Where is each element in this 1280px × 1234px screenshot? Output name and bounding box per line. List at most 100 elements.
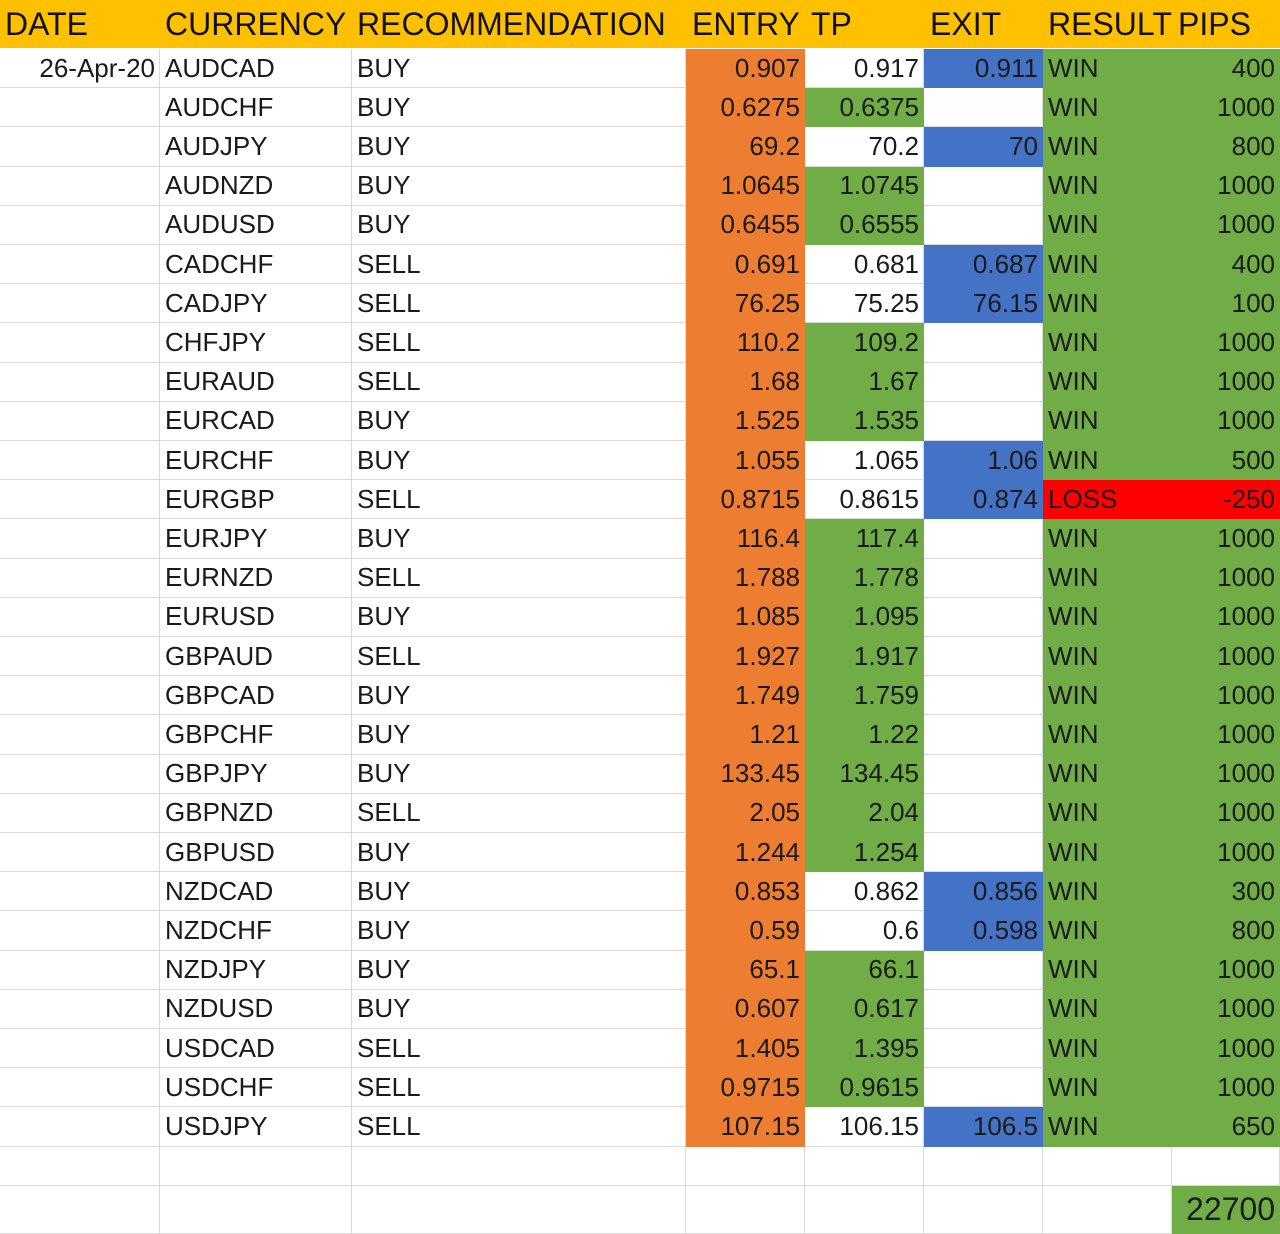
date-cell[interactable] [0,911,160,951]
date-cell[interactable]: 26-Apr-20 [0,49,160,89]
date-cell[interactable] [0,1029,160,1069]
currency-cell[interactable]: NZDCAD [160,872,352,912]
tp-cell[interactable]: 1.535 [805,401,924,441]
result-cell[interactable]: WIN [1043,205,1172,245]
exit-cell[interactable] [924,833,1043,873]
result-cell[interactable]: WIN [1043,1107,1172,1147]
result-cell[interactable]: WIN [1043,441,1172,481]
date-cell[interactable] [0,793,160,833]
recommendation-cell[interactable]: SELL [352,637,686,677]
entry-cell[interactable]: 69.2 [686,127,805,167]
recommendation-cell[interactable]: SELL [352,245,686,285]
exit-cell[interactable] [924,519,1043,559]
header-currency[interactable]: CURRENCY [160,0,352,48]
currency-cell[interactable]: CHFJPY [160,323,352,363]
recommendation-cell[interactable] [352,1146,686,1186]
date-cell[interactable] [0,519,160,559]
header-entry[interactable]: ENTRY [686,0,805,48]
tp-cell[interactable] [805,1146,924,1186]
result-cell[interactable]: LOSS [1043,480,1172,520]
entry-cell[interactable] [686,1146,805,1186]
recommendation-cell[interactable]: SELL [352,1068,686,1108]
pips-cell[interactable]: 1000 [1172,597,1280,637]
tp-cell[interactable]: 1.22 [805,715,924,755]
tp-cell[interactable]: 1.917 [805,637,924,677]
entry-cell[interactable]: 76.25 [686,284,805,324]
currency-cell[interactable] [160,1185,352,1234]
tp-cell[interactable]: 134.45 [805,754,924,794]
tp-cell[interactable]: 1.095 [805,597,924,637]
header-recommendation[interactable]: RECOMMENDATION [352,0,686,48]
tp-cell[interactable]: 1.254 [805,833,924,873]
date-cell[interactable] [0,1068,160,1108]
entry-cell[interactable]: 1.749 [686,676,805,716]
result-cell[interactable]: WIN [1043,676,1172,716]
pips-cell[interactable]: 1000 [1172,1068,1280,1108]
result-cell[interactable]: WIN [1043,284,1172,324]
entry-cell[interactable]: 1.525 [686,401,805,441]
entry-cell[interactable]: 1.21 [686,715,805,755]
recommendation-cell[interactable]: BUY [352,676,686,716]
date-cell[interactable] [0,1146,160,1186]
tp-cell[interactable]: 0.6555 [805,205,924,245]
currency-cell[interactable]: EURGBP [160,480,352,520]
exit-cell[interactable] [924,676,1043,716]
entry-cell[interactable]: 1.0645 [686,166,805,206]
date-cell[interactable] [0,558,160,598]
header-pips[interactable]: PIPS [1172,0,1280,48]
header-date[interactable]: DATE [0,0,160,48]
currency-cell[interactable]: AUDCAD [160,49,352,89]
tp-cell[interactable]: 117.4 [805,519,924,559]
pips-cell[interactable]: 1000 [1172,362,1280,402]
entry-cell[interactable]: 0.853 [686,872,805,912]
date-cell[interactable] [0,362,160,402]
currency-cell[interactable]: USDCHF [160,1068,352,1108]
date-cell[interactable] [0,166,160,206]
entry-cell[interactable]: 0.59 [686,911,805,951]
currency-cell[interactable]: CADJPY [160,284,352,324]
date-cell[interactable] [0,245,160,285]
exit-cell[interactable]: 70 [924,127,1043,167]
tp-cell[interactable]: 0.9615 [805,1068,924,1108]
result-cell[interactable] [1043,1185,1172,1234]
date-cell[interactable] [0,441,160,481]
pips-cell[interactable]: 1000 [1172,205,1280,245]
recommendation-cell[interactable]: BUY [352,872,686,912]
exit-cell[interactable]: 0.874 [924,480,1043,520]
result-cell[interactable]: WIN [1043,637,1172,677]
result-cell[interactable]: WIN [1043,166,1172,206]
exit-cell[interactable] [924,1146,1043,1186]
result-cell[interactable]: WIN [1043,950,1172,990]
pips-cell[interactable]: 1000 [1172,715,1280,755]
exit-cell[interactable] [924,597,1043,637]
recommendation-cell[interactable]: BUY [352,401,686,441]
currency-cell[interactable]: GBPNZD [160,793,352,833]
pips-cell[interactable]: 1000 [1172,793,1280,833]
exit-cell[interactable]: 76.15 [924,284,1043,324]
exit-cell[interactable]: 0.911 [924,49,1043,89]
result-cell[interactable] [1043,1146,1172,1186]
currency-cell[interactable]: GBPUSD [160,833,352,873]
exit-cell[interactable] [924,205,1043,245]
exit-cell[interactable]: 0.598 [924,911,1043,951]
currency-cell[interactable]: NZDJPY [160,950,352,990]
entry-cell[interactable]: 0.691 [686,245,805,285]
result-cell[interactable]: WIN [1043,401,1172,441]
currency-cell[interactable]: EURAUD [160,362,352,402]
tp-cell[interactable]: 1.67 [805,362,924,402]
pips-cell[interactable]: 500 [1172,441,1280,481]
entry-cell[interactable]: 0.8715 [686,480,805,520]
exit-cell[interactable]: 0.856 [924,872,1043,912]
exit-cell[interactable]: 0.687 [924,245,1043,285]
recommendation-cell[interactable]: BUY [352,597,686,637]
tp-cell[interactable]: 75.25 [805,284,924,324]
tp-cell[interactable]: 109.2 [805,323,924,363]
result-cell[interactable]: WIN [1043,833,1172,873]
pips-cell[interactable]: -250 [1172,480,1280,520]
date-cell[interactable] [0,833,160,873]
recommendation-cell[interactable]: BUY [352,441,686,481]
header-tp[interactable]: TP [805,0,924,48]
result-cell[interactable]: WIN [1043,88,1172,128]
recommendation-cell[interactable]: BUY [352,754,686,794]
entry-cell[interactable]: 65.1 [686,950,805,990]
